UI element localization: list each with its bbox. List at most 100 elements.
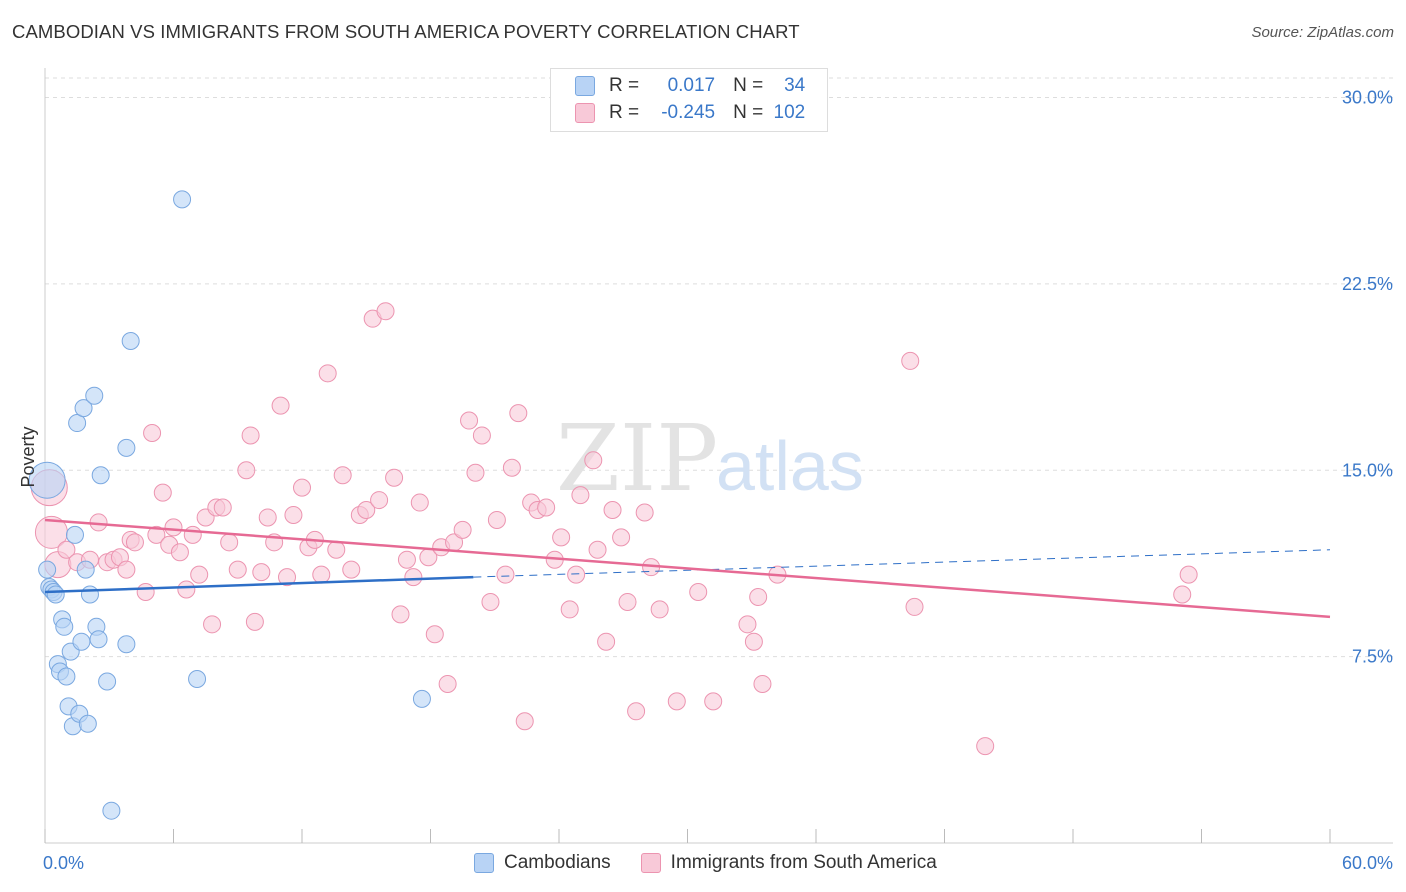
immigrants-point xyxy=(278,568,297,587)
immigrants-point xyxy=(177,580,196,599)
trend-layer xyxy=(44,518,1331,619)
immigrants-point xyxy=(515,712,534,731)
immigrants-point xyxy=(147,525,166,544)
immigrants-point xyxy=(667,692,686,711)
cambodians-point xyxy=(65,525,84,544)
immigrants-point xyxy=(584,451,603,470)
immigrants-point xyxy=(460,411,479,430)
legend-label-immigrants: Immigrants from South America xyxy=(670,852,937,873)
cambodians-trendline xyxy=(44,575,474,594)
immigrants-point xyxy=(327,540,346,559)
n-label: N = xyxy=(733,75,764,96)
immigrants-point xyxy=(237,461,256,480)
cambodians-point xyxy=(188,669,207,688)
n-value: 34 xyxy=(784,75,806,96)
immigrants-point xyxy=(333,466,352,485)
immigrants-point xyxy=(397,550,416,569)
cambodians-legend-swatch xyxy=(474,853,494,873)
watermark-atlas: atlas xyxy=(716,427,864,505)
immigrants-swatch xyxy=(575,103,595,123)
cambodians-point xyxy=(72,632,91,651)
immigrants-point xyxy=(704,692,723,711)
immigrants-point xyxy=(744,632,763,651)
stats-legend: R = 0.017 N = 34 R = -0.245 N = 102 xyxy=(550,68,828,132)
immigrants-point xyxy=(976,737,995,756)
immigrants-point xyxy=(391,605,410,624)
cambodians-point xyxy=(76,560,95,579)
immigrants-point xyxy=(1179,565,1198,584)
cambodians-point xyxy=(117,635,136,654)
chart-title: CAMBODIAN VS IMMIGRANTS FROM SOUTH AMERI… xyxy=(12,21,800,42)
immigrants-point xyxy=(164,518,183,537)
immigrants-point xyxy=(466,463,485,482)
cambodians-trendline-extension xyxy=(473,549,1331,578)
cambodians-swatch xyxy=(575,76,595,96)
watermark: ZIP atlas xyxy=(556,405,864,512)
immigrants-point xyxy=(597,632,616,651)
immigrants-point xyxy=(376,302,395,321)
cambodians-point xyxy=(80,585,99,604)
immigrants-point xyxy=(213,498,232,517)
legend-item-immigrants[interactable]: Immigrants from South America xyxy=(640,852,937,874)
source-label: Source: ZipAtlas.com xyxy=(1251,24,1394,41)
label-layer: 7.5% 15.0% 22.5% 30.0% 0.0% 60.0% Poverty xyxy=(18,88,1393,874)
cambodians-point xyxy=(68,414,87,433)
cambodians-point xyxy=(55,617,74,636)
immigrants-point xyxy=(487,510,506,529)
immigrants-point xyxy=(603,501,622,520)
immigrants-point xyxy=(901,351,920,370)
cambodians-point xyxy=(102,801,121,820)
x-tick-label: 0.0% xyxy=(43,853,84,873)
immigrants-point xyxy=(552,528,571,547)
n-value: 102 xyxy=(773,102,806,123)
stats-legend-row-cambodians: R = 0.017 N = 34 xyxy=(575,74,805,98)
immigrants-point xyxy=(650,600,669,619)
immigrants-point xyxy=(136,583,155,602)
cambodians-point xyxy=(91,466,110,485)
immigrants-point xyxy=(509,404,528,423)
cambodians-point xyxy=(412,689,431,708)
y-tick-label: 15.0% xyxy=(1342,460,1393,480)
legend-item-cambodians[interactable]: Cambodians xyxy=(474,852,611,874)
cambodians-point xyxy=(57,667,76,686)
immigrants-point xyxy=(689,583,708,602)
immigrants-point xyxy=(905,597,924,616)
immigrants-point xyxy=(502,458,521,477)
immigrants-point xyxy=(560,600,579,619)
cambodians-point xyxy=(46,585,65,604)
immigrants-point xyxy=(258,508,277,527)
immigrants-point xyxy=(284,505,303,524)
immigrants-point xyxy=(143,423,162,442)
cambodians-point xyxy=(89,630,108,649)
immigrants-point xyxy=(472,426,491,445)
immigrants-point xyxy=(117,560,136,579)
immigrants-point xyxy=(425,625,444,644)
cambodians-point xyxy=(74,399,93,418)
y-tick-label: 7.5% xyxy=(1352,647,1393,667)
cambodians-point xyxy=(173,190,192,209)
immigrants-legend-swatch xyxy=(640,853,661,873)
immigrants-point xyxy=(170,543,189,562)
stats-legend-row-immigrants: R = -0.245 N = 102 xyxy=(575,101,805,125)
r-value: 0.017 xyxy=(667,75,716,96)
immigrants-point xyxy=(183,525,202,544)
immigrants-point xyxy=(312,565,331,584)
cambodians-point xyxy=(78,714,97,733)
immigrants-point xyxy=(153,483,172,502)
immigrants-point xyxy=(618,592,637,611)
immigrants-point xyxy=(567,565,586,584)
immigrants-point xyxy=(293,478,311,497)
immigrants-point xyxy=(588,540,607,559)
immigrants-point xyxy=(252,563,271,582)
immigrants-point xyxy=(57,540,76,559)
r-label: R = xyxy=(609,75,640,96)
immigrants-point xyxy=(125,533,144,552)
r-value: -0.245 xyxy=(661,102,716,123)
n-label: N = xyxy=(733,102,764,123)
x-tick-label: 60.0% xyxy=(1342,853,1393,873)
series-legend: Cambodians Immigrants from South America xyxy=(474,852,967,874)
immigrants-point xyxy=(228,560,247,579)
immigrants-point xyxy=(220,533,239,552)
immigrants-point xyxy=(241,426,260,445)
immigrants-point xyxy=(627,702,646,721)
